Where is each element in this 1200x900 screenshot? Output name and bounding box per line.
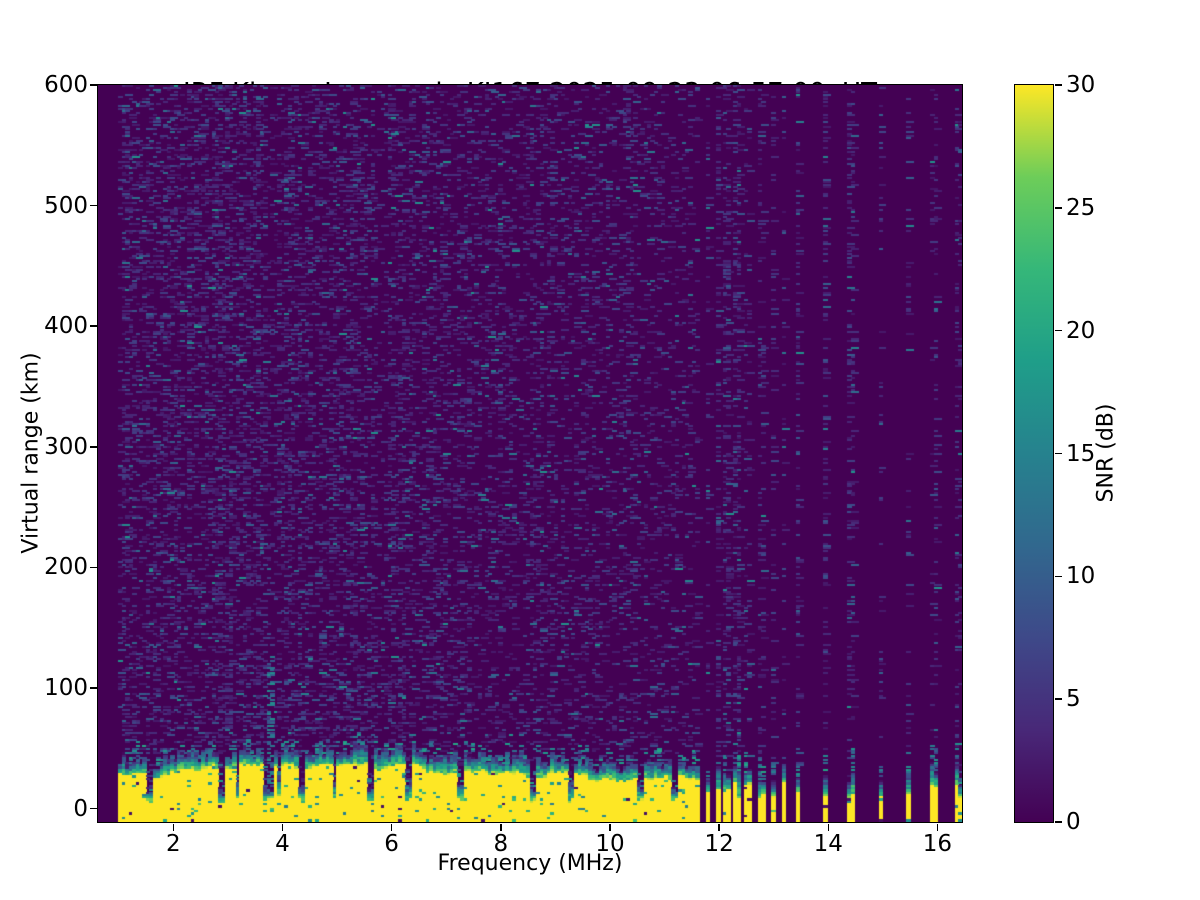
plot-frame: [96, 83, 963, 823]
y-axis-tick-label: 500: [44, 192, 88, 219]
x-axis-tick-label: 14: [813, 831, 843, 857]
y-axis-tick-label: 400: [44, 313, 88, 340]
y-axis-tick-mark: [89, 566, 97, 569]
y-axis-label: Virtual range (km): [18, 352, 44, 554]
colorbar-tick-mark: [1054, 698, 1062, 700]
colorbar-tick-label: 15: [1066, 440, 1096, 467]
x-axis-tick-label: 16: [922, 831, 953, 857]
x-axis-tick-label: 6: [384, 831, 399, 857]
x-axis-tick-label: 4: [275, 831, 290, 857]
y-axis-tick-label: 600: [44, 72, 88, 98]
y-axis-tick-mark: [89, 325, 97, 327]
x-axis-tick-mark: [718, 823, 720, 831]
y-axis-tick-label: 200: [44, 554, 88, 581]
y-axis-tick-mark: [89, 84, 97, 86]
x-axis-tick-mark: [936, 823, 939, 831]
x-axis-tick-label: 2: [165, 831, 181, 857]
y-axis-tick-label: 100: [44, 675, 88, 702]
y-axis-tick-mark: [89, 204, 97, 207]
y-axis-tick-mark: [89, 807, 97, 810]
colorbar-gradient: [1014, 84, 1053, 822]
colorbar-tick-label: 20: [1066, 317, 1096, 344]
colorbar-tick-mark: [1054, 821, 1062, 823]
colorbar-label: SNR (dB): [1093, 403, 1119, 503]
colorbar-tick-label: 5: [1066, 686, 1081, 713]
x-axis-tick-mark: [390, 823, 393, 831]
x-axis-tick-mark: [281, 823, 284, 831]
colorbar-tick-mark: [1054, 84, 1062, 86]
y-axis-tick-mark: [89, 687, 97, 689]
x-axis-tick-mark: [172, 823, 175, 831]
x-axis-tick-label: 12: [704, 831, 734, 857]
colorbar-tick-label: 10: [1066, 563, 1096, 590]
colorbar: [1013, 83, 1054, 823]
x-axis-label: Frequency (MHz): [437, 851, 623, 876]
colorbar-tick-mark: [1054, 452, 1062, 455]
ionogram-heatmap: [97, 84, 962, 822]
y-axis-tick-label: 0: [73, 795, 88, 822]
x-axis-tick-mark: [827, 823, 830, 831]
colorbar-tick-label: 25: [1066, 194, 1096, 221]
colorbar-tick-mark: [1054, 207, 1062, 209]
colorbar-tick-mark: [1054, 575, 1062, 578]
colorbar-tick-label: 30: [1066, 72, 1096, 98]
x-axis-tick-mark: [500, 823, 502, 831]
colorbar-tick-mark: [1054, 329, 1062, 332]
y-axis-tick-mark: [89, 446, 97, 448]
y-axis-tick-label: 300: [44, 433, 88, 460]
x-axis-tick-label: 10: [595, 831, 625, 857]
colorbar-tick-label: 0: [1066, 809, 1081, 835]
x-axis-tick-mark: [609, 823, 611, 831]
x-axis-tick-label: 8: [493, 831, 509, 857]
